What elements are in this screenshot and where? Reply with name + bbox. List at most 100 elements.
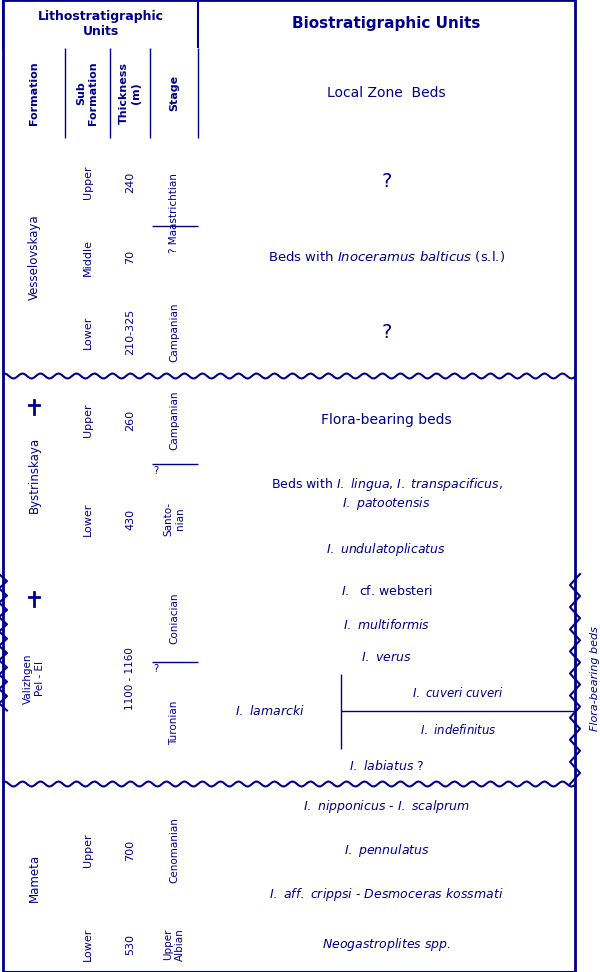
- Text: Sub
Formation: Sub Formation: [77, 61, 98, 124]
- Bar: [110, 288, 150, 376]
- Polygon shape: [30, 518, 38, 531]
- Bar: [3, 138, 65, 376]
- Text: Lithostratigraphic
Units: Lithostratigraphic Units: [37, 10, 163, 38]
- Bar: [65, 464, 110, 574]
- Bar: [110, 138, 150, 226]
- Bar: [198, 525, 575, 574]
- Text: Beds with $\it{I.\ lingua}$, $\it{I.\ transpacificus}$,
$\it{I.\ patootensis}$: Beds with $\it{I.\ lingua}$, $\it{I.\ tr…: [271, 476, 502, 512]
- Text: Bystrinskaya: Bystrinskaya: [28, 437, 41, 513]
- Text: 260: 260: [125, 409, 135, 431]
- Bar: [65, 226, 110, 288]
- Bar: [198, 675, 575, 748]
- Bar: [3, 574, 65, 784]
- Bar: [110, 464, 150, 574]
- Text: ?: ?: [382, 323, 392, 341]
- Text: Beds with $\it{Inoceramus\ balticus}$ (s.l.): Beds with $\it{Inoceramus\ balticus}$ (s…: [268, 250, 505, 264]
- Text: Cenomanian: Cenomanian: [169, 817, 179, 884]
- Text: Flora-bearing beds: Flora-bearing beds: [321, 413, 452, 427]
- Text: Upper: Upper: [83, 403, 92, 436]
- Text: Flora-bearing beds: Flora-bearing beds: [590, 627, 600, 732]
- Bar: [198, 376, 575, 464]
- Bar: [198, 917, 575, 972]
- Bar: [198, 574, 575, 608]
- Text: 1100 - 1160: 1100 - 1160: [125, 647, 135, 711]
- Text: ?: ?: [153, 466, 158, 476]
- Text: ? Maastrichtian: ? Maastrichtian: [169, 173, 179, 253]
- Bar: [198, 138, 575, 226]
- Text: Campanian: Campanian: [169, 390, 179, 450]
- Text: $\it{I.\ labiatus}$ ?: $\it{I.\ labiatus}$ ?: [349, 759, 424, 774]
- Bar: [150, 574, 198, 662]
- Bar: [65, 784, 110, 917]
- Bar: [150, 662, 198, 784]
- Bar: [198, 608, 575, 642]
- Text: $\it{I.\ nipponicus}$ - $\it{I.\ scalprum}$: $\it{I.\ nipponicus}$ - $\it{I.\ scalpru…: [303, 798, 470, 815]
- Text: 70: 70: [125, 250, 135, 264]
- Bar: [198, 748, 575, 784]
- Bar: [198, 464, 575, 525]
- Text: $\it{I.\ multiformis}$: $\it{I.\ multiformis}$: [343, 617, 430, 632]
- Text: Campanian: Campanian: [169, 302, 179, 362]
- Text: Valizhgen
Pel - El: Valizhgen Pel - El: [23, 654, 45, 705]
- Bar: [150, 376, 198, 464]
- Text: $\it{I.\ lamarcki}$: $\it{I.\ lamarcki}$: [235, 705, 305, 718]
- Text: Coniacian: Coniacian: [169, 592, 179, 643]
- Bar: [198, 226, 575, 288]
- Text: Santo-
nian: Santo- nian: [163, 502, 185, 537]
- Text: Lower: Lower: [83, 503, 92, 536]
- Bar: [110, 226, 150, 288]
- Text: Lower: Lower: [83, 315, 92, 349]
- Text: ?: ?: [382, 172, 392, 191]
- Text: $\it{I.\ aff.\ crippsi}$ - $\it{Desmoceras\ kossmati}$: $\it{I.\ aff.\ crippsi}$ - $\it{Desmocer…: [269, 886, 504, 903]
- Text: Upper: Upper: [83, 834, 92, 867]
- Bar: [150, 784, 198, 917]
- Bar: [150, 138, 198, 288]
- Bar: [150, 917, 198, 972]
- Bar: [198, 828, 575, 873]
- Bar: [198, 873, 575, 917]
- Bar: [65, 917, 110, 972]
- Text: $\it{I.\ indefinitus}$: $\it{I.\ indefinitus}$: [420, 723, 497, 737]
- Bar: [3, 376, 65, 574]
- Bar: [110, 574, 150, 784]
- Text: ?: ?: [153, 664, 158, 675]
- Bar: [3, 784, 65, 972]
- Bar: [65, 574, 110, 784]
- Text: Mameta: Mameta: [28, 854, 41, 902]
- Text: Middle: Middle: [83, 238, 92, 275]
- Text: $\it{I.\ cuveri\ cuveri}$: $\it{I.\ cuveri\ cuveri}$: [412, 685, 504, 700]
- Text: Biostratigraphic Units: Biostratigraphic Units: [292, 17, 481, 31]
- Text: Turonian: Turonian: [169, 701, 179, 746]
- Text: Local Zone  Beds: Local Zone Beds: [327, 86, 446, 100]
- Text: Upper
Albian: Upper Albian: [163, 928, 185, 961]
- Bar: [65, 288, 110, 376]
- Text: 530: 530: [125, 934, 135, 955]
- Bar: [110, 917, 150, 972]
- Bar: [65, 376, 110, 464]
- Text: Stage: Stage: [169, 75, 179, 111]
- Text: Lower: Lower: [83, 928, 92, 961]
- Bar: [198, 288, 575, 376]
- Text: Thickness
(m): Thickness (m): [119, 62, 141, 124]
- Text: 240: 240: [125, 171, 135, 192]
- Bar: [110, 376, 150, 464]
- Bar: [198, 642, 575, 675]
- Text: Vesselovskaya: Vesselovskaya: [28, 214, 41, 299]
- Bar: [3, 48, 575, 138]
- Text: 700: 700: [125, 840, 135, 861]
- Bar: [110, 784, 150, 917]
- Bar: [198, 784, 575, 828]
- Text: $\it{I.\ verus}$: $\it{I.\ verus}$: [361, 651, 412, 664]
- Bar: [65, 138, 110, 226]
- Polygon shape: [30, 656, 38, 668]
- Bar: [3, 0, 575, 48]
- Text: Formation: Formation: [29, 61, 39, 124]
- Bar: [150, 288, 198, 376]
- Text: Upper: Upper: [83, 165, 92, 199]
- Text: 430: 430: [125, 508, 135, 530]
- Text: $\it{I.\ pennulatus}$: $\it{I.\ pennulatus}$: [344, 842, 430, 859]
- Text: $\it{Neogastroplites}$ spp.: $\it{Neogastroplites}$ spp.: [322, 936, 451, 953]
- Text: 210-325: 210-325: [125, 309, 135, 355]
- Text: $\it{I.}$  cf. websteri: $\it{I.}$ cf. websteri: [341, 584, 433, 598]
- Bar: [150, 464, 198, 574]
